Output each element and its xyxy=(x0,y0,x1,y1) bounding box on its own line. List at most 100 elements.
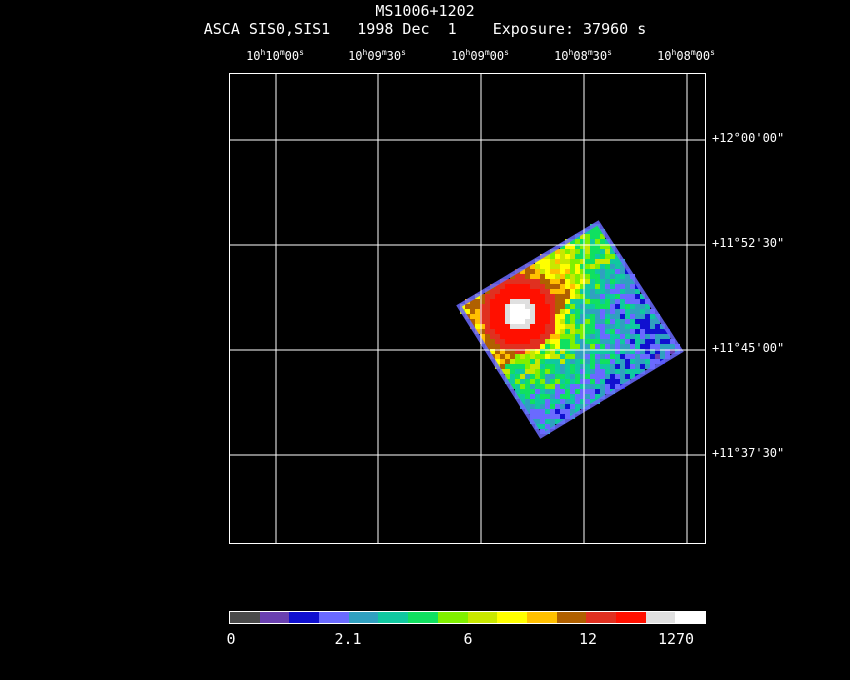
image-pixel xyxy=(585,374,590,379)
image-pixel xyxy=(560,249,565,254)
image-pixel xyxy=(600,384,605,389)
image-pixel xyxy=(570,369,575,374)
image-pixel xyxy=(585,264,590,269)
image-pixel xyxy=(580,329,585,334)
image-pixel xyxy=(575,359,580,364)
image-pixel xyxy=(620,344,625,349)
image-pixel xyxy=(525,269,530,274)
image-pixel xyxy=(615,354,620,359)
image-pixel xyxy=(470,319,475,324)
image-pixel xyxy=(510,334,515,339)
image-pixel xyxy=(560,274,565,279)
image-pixel xyxy=(640,344,645,349)
image-pixel xyxy=(585,269,590,274)
image-pixel xyxy=(595,324,600,329)
image-pixel xyxy=(525,304,530,309)
image-pixel xyxy=(505,324,510,329)
image-pixel xyxy=(635,299,640,304)
image-pixel xyxy=(615,289,620,294)
colorbar-swatch xyxy=(259,612,290,623)
image-pixel xyxy=(545,354,550,359)
image-pixel xyxy=(590,339,595,344)
image-pixel xyxy=(540,329,545,334)
image-pixel xyxy=(550,269,555,274)
image-pixel xyxy=(570,394,575,399)
image-pixel xyxy=(630,279,635,284)
image-pixel xyxy=(610,359,615,364)
image-pixel xyxy=(625,349,630,354)
image-pixel xyxy=(620,269,625,274)
image-pixel xyxy=(560,329,565,334)
image-pixel xyxy=(520,399,525,404)
image-pixel xyxy=(530,334,535,339)
image-pixel xyxy=(585,279,590,284)
image-pixel xyxy=(615,269,620,274)
image-pixel xyxy=(525,334,530,339)
image-pixel xyxy=(605,264,610,269)
image-pixel xyxy=(495,299,500,304)
image-pixel xyxy=(535,424,540,429)
image-pixel xyxy=(615,309,620,314)
image-pixel xyxy=(575,349,580,354)
image-pixel xyxy=(600,324,605,329)
image-pixel xyxy=(520,314,525,319)
image-pixel xyxy=(595,294,600,299)
image-pixel xyxy=(555,409,560,414)
image-pixel xyxy=(565,299,570,304)
image-pixel xyxy=(560,264,565,269)
image-pixel xyxy=(630,334,635,339)
image-pixel xyxy=(590,234,595,239)
image-pixel xyxy=(570,334,575,339)
image-pixel xyxy=(535,399,540,404)
image-pixel xyxy=(515,374,520,379)
image-pixel xyxy=(565,334,570,339)
image-pixel xyxy=(510,374,515,379)
image-pixel xyxy=(565,389,570,394)
image-pixel xyxy=(575,339,580,344)
image-pixel xyxy=(590,254,595,259)
image-pixel xyxy=(665,344,670,349)
image-pixel xyxy=(495,329,500,334)
image-pixel xyxy=(565,284,570,289)
image-pixel xyxy=(530,349,535,354)
colorbar xyxy=(229,611,706,624)
image-pixel xyxy=(605,339,610,344)
image-pixel xyxy=(635,304,640,309)
image-pixel xyxy=(555,369,560,374)
image-pixel xyxy=(520,294,525,299)
image-pixel xyxy=(525,404,530,409)
image-pixel xyxy=(640,329,645,334)
image-pixel xyxy=(530,394,535,399)
image-pixel xyxy=(540,409,545,414)
image-pixel xyxy=(555,354,560,359)
image-pixel xyxy=(595,379,600,384)
image-pixel xyxy=(575,294,580,299)
image-pixel xyxy=(595,329,600,334)
image-pixel xyxy=(600,249,605,254)
image-pixel xyxy=(575,399,580,404)
image-pixel xyxy=(490,349,495,354)
image-pixel xyxy=(595,314,600,319)
image-pixel xyxy=(625,294,630,299)
image-pixel xyxy=(640,294,645,299)
image-pixel xyxy=(610,264,615,269)
image-pixel xyxy=(485,334,490,339)
image-pixel xyxy=(605,344,610,349)
image-pixel xyxy=(670,344,675,349)
image-pixel xyxy=(570,379,575,384)
image-pixel xyxy=(550,304,555,309)
image-pixel xyxy=(580,284,585,289)
image-pixel xyxy=(655,319,660,324)
image-pixel xyxy=(605,334,610,339)
image-pixel xyxy=(480,329,485,334)
image-pixel xyxy=(535,319,540,324)
image-pixel xyxy=(595,299,600,304)
image-pixel xyxy=(515,329,520,334)
image-pixel xyxy=(570,389,575,394)
image-pixel xyxy=(555,334,560,339)
image-pixel xyxy=(555,344,560,349)
image-pixel xyxy=(570,359,575,364)
sky-image xyxy=(229,73,706,544)
image-pixel xyxy=(500,304,505,309)
image-pixel xyxy=(490,334,495,339)
